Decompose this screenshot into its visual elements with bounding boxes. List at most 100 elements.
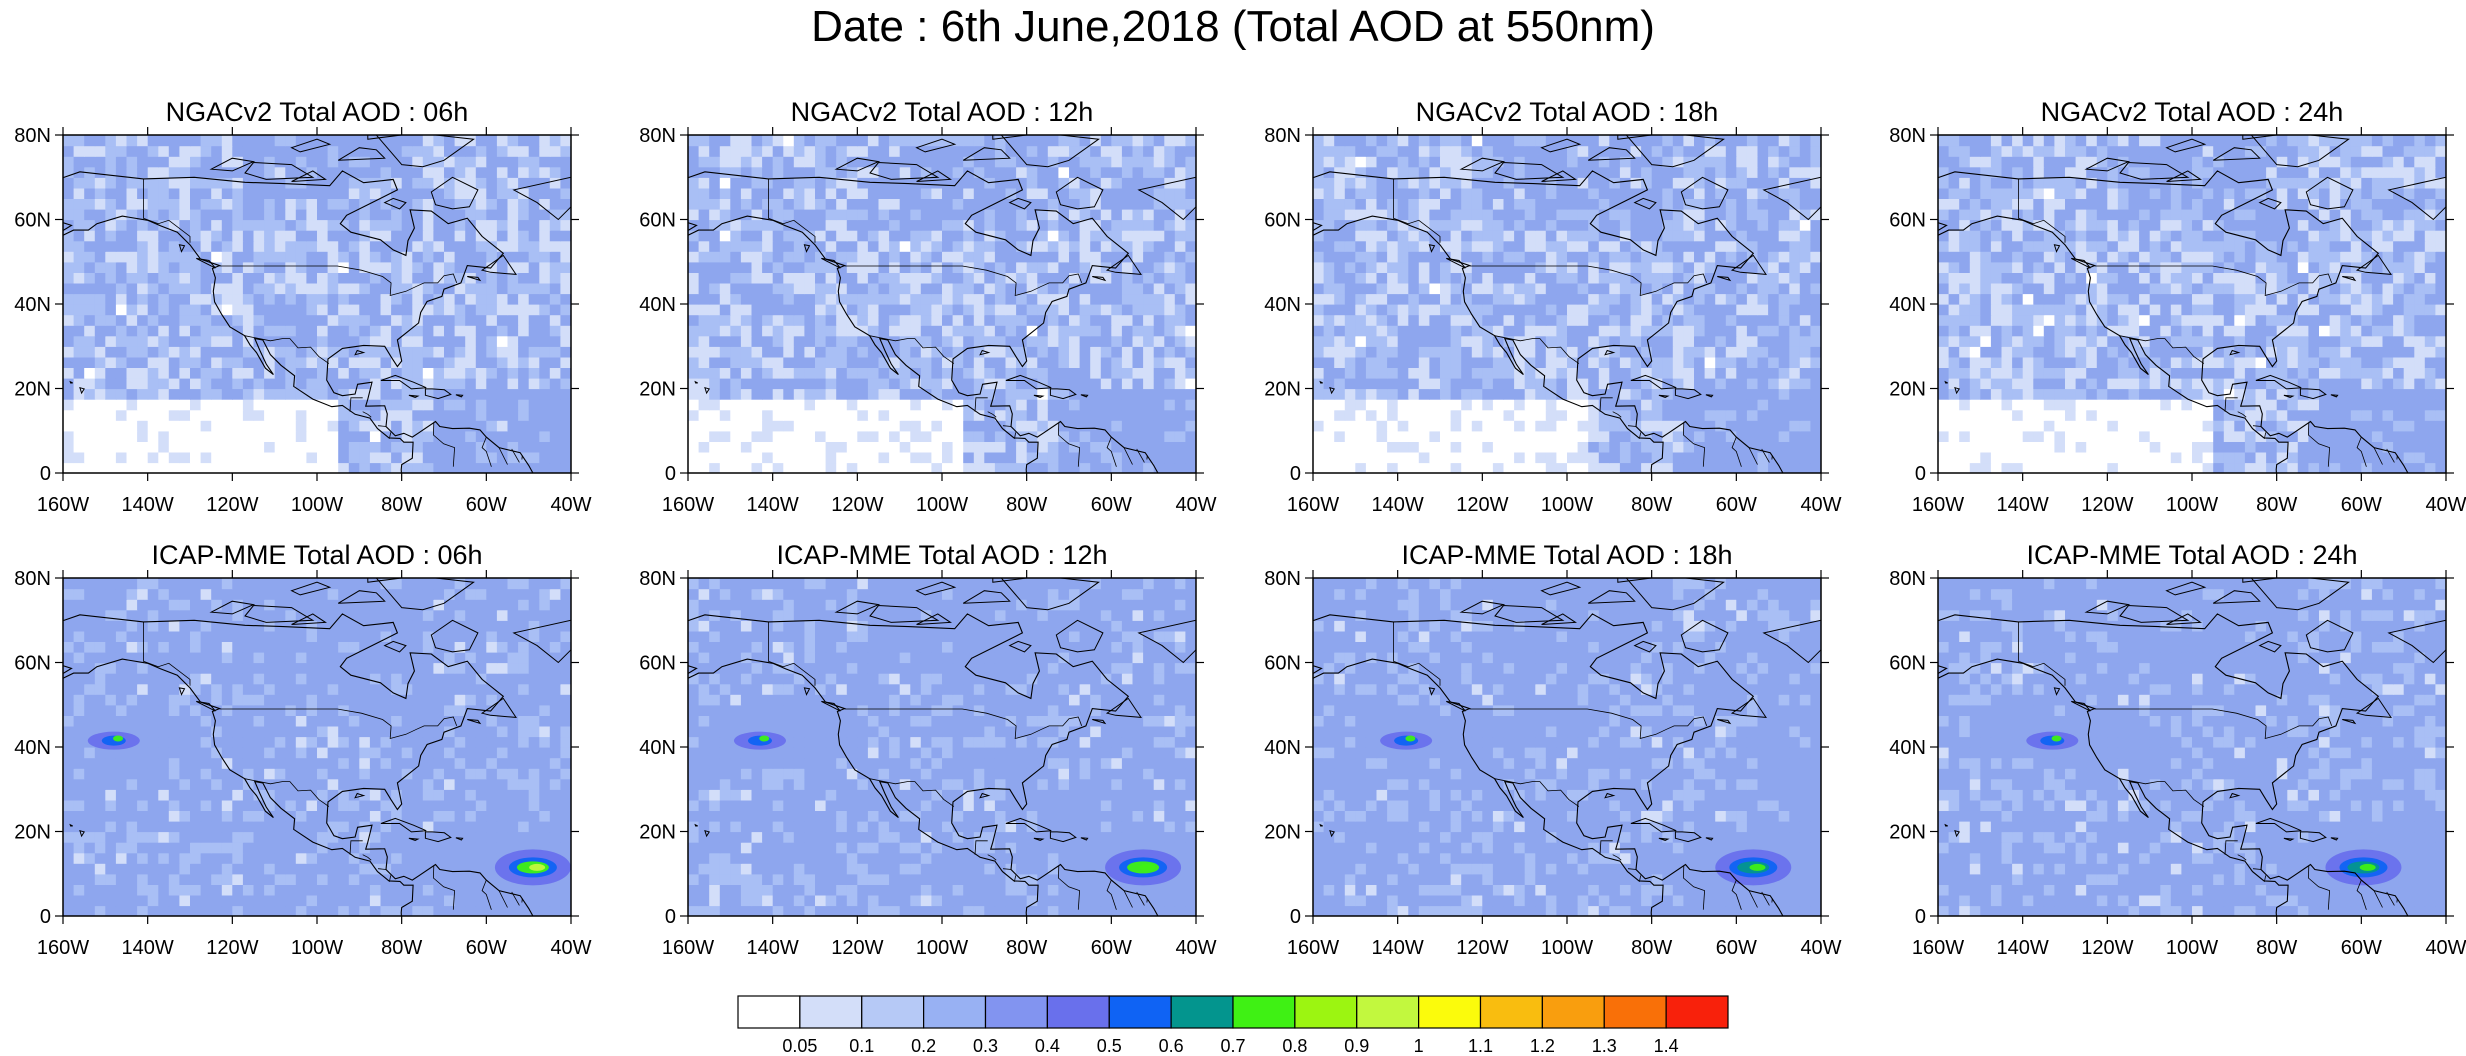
lon-tick-label: 160W — [1912, 494, 1964, 516]
island-outline — [834, 600, 881, 615]
lat-tick-label: 0 — [40, 463, 51, 485]
map-panel: ICAP-MME Total AOD : 18h 80N 60N 40N 20N 0 160… — [1264, 540, 1841, 959]
island-outline — [2229, 349, 2241, 356]
lon-tick-label: 60W — [1716, 937, 1757, 959]
country-border — [2224, 840, 2238, 855]
island-outline — [1092, 719, 1107, 725]
map-panel: NGACv2 Total AOD : 24h 80N 60N 40N 20N 0 160W 1… — [1889, 97, 2466, 516]
map-panel: ICAP-MME Total AOD : 12h 80N 60N 40N 20N 0 160… — [639, 540, 1216, 959]
country-border — [2386, 891, 2395, 906]
country-border — [1748, 447, 1758, 465]
country-border — [1136, 891, 1145, 906]
lon-tick-label: 100W — [1541, 937, 1593, 959]
island-outline — [2387, 619, 2446, 664]
island-outline — [1540, 581, 1582, 596]
island-outline — [2258, 640, 2282, 653]
island-outline — [424, 831, 452, 843]
lon-tick-label: 60W — [1091, 937, 1132, 959]
country-border — [974, 397, 988, 412]
colorbar-label: 0.7 — [1220, 1036, 1245, 1056]
colorbar-label: 1.3 — [1592, 1036, 1617, 1056]
lat-tick-label: 20N — [1264, 379, 1301, 401]
island-outline — [2250, 578, 2350, 611]
aod-field — [1938, 578, 2446, 916]
lat-tick-label: 60N — [14, 210, 51, 232]
country-border — [2237, 411, 2247, 418]
lon-tick-label: 100W — [2166, 494, 2218, 516]
island-outline — [1587, 147, 1636, 161]
country-border — [2264, 432, 2267, 439]
island-outline — [354, 349, 366, 356]
island-outline — [455, 394, 464, 398]
plume-north-pacific-peak — [2051, 735, 2062, 742]
colorbar-label: 1.2 — [1530, 1036, 1555, 1056]
island-outline — [1954, 829, 1960, 838]
country-border — [2386, 448, 2395, 463]
island-outline — [291, 170, 328, 182]
island-outline — [1033, 837, 1045, 841]
country-border — [362, 411, 372, 418]
lat-tick-label: 20N — [1264, 822, 1301, 844]
lon-tick-label: 160W — [37, 937, 89, 959]
colorbar-label: 1.4 — [1654, 1036, 1679, 1056]
island-outline — [455, 837, 464, 841]
lon-tick-label: 120W — [206, 494, 258, 516]
island-outline — [2119, 161, 2190, 180]
lat-tick-label: 60N — [639, 653, 676, 675]
island-outline — [2212, 147, 2261, 161]
island-outline — [196, 257, 216, 269]
lat-tick-label: 60N — [1264, 653, 1301, 675]
island-outline — [2212, 590, 2261, 604]
island-outline — [916, 170, 953, 182]
island-outline — [2305, 176, 2354, 210]
island-outline — [1049, 388, 1077, 400]
island-outline — [979, 792, 991, 799]
island-outline — [2166, 613, 2203, 625]
island-outline — [512, 619, 571, 664]
continent-outline — [1938, 613, 2409, 916]
island-outline — [209, 600, 256, 615]
country-border — [244, 778, 330, 807]
country-border — [1393, 621, 1441, 686]
country-border — [2356, 436, 2367, 467]
island-outline — [2242, 135, 2277, 140]
lon-tick-label: 120W — [2081, 937, 2133, 959]
lon-tick-label: 80W — [381, 494, 422, 516]
lon-tick-label: 60W — [2341, 937, 2382, 959]
lon-tick-label: 40W — [2425, 937, 2466, 959]
country-border — [1682, 866, 1706, 910]
country-border — [1494, 335, 1580, 364]
island-outline — [1008, 640, 1032, 653]
lat-tick-label: 20N — [1889, 379, 1926, 401]
colorbar-label: 0.3 — [973, 1036, 998, 1056]
country-border — [1057, 866, 1081, 910]
island-outline — [821, 257, 841, 269]
lon-tick-label: 100W — [291, 494, 343, 516]
island-outline — [1625, 578, 1725, 611]
lat-tick-label: 20N — [14, 822, 51, 844]
lon-tick-label: 80W — [1631, 937, 1672, 959]
island-outline — [1630, 374, 1677, 390]
island-outline — [1319, 380, 1323, 384]
island-outline — [1587, 590, 1636, 604]
country-border — [244, 335, 330, 364]
island-outline — [367, 578, 402, 583]
island-outline — [290, 581, 332, 596]
lon-tick-label: 40W — [550, 494, 591, 516]
island-outline — [1954, 386, 1960, 395]
country-border — [143, 178, 191, 243]
island-outline — [694, 823, 698, 827]
island-outline — [2355, 254, 2392, 275]
lat-tick-label: 80N — [1264, 568, 1301, 590]
country-border — [1627, 868, 1637, 870]
lon-tick-label: 60W — [466, 937, 507, 959]
island-outline — [1604, 792, 1616, 799]
lon-tick-label: 60W — [1091, 494, 1132, 516]
island-outline — [408, 837, 420, 841]
island-outline — [2166, 170, 2203, 182]
country-border — [1106, 879, 1117, 910]
lat-tick-label: 0 — [40, 906, 51, 928]
continent-outline — [688, 613, 1159, 916]
country-border — [1731, 436, 1742, 467]
island-outline — [1446, 700, 1466, 712]
